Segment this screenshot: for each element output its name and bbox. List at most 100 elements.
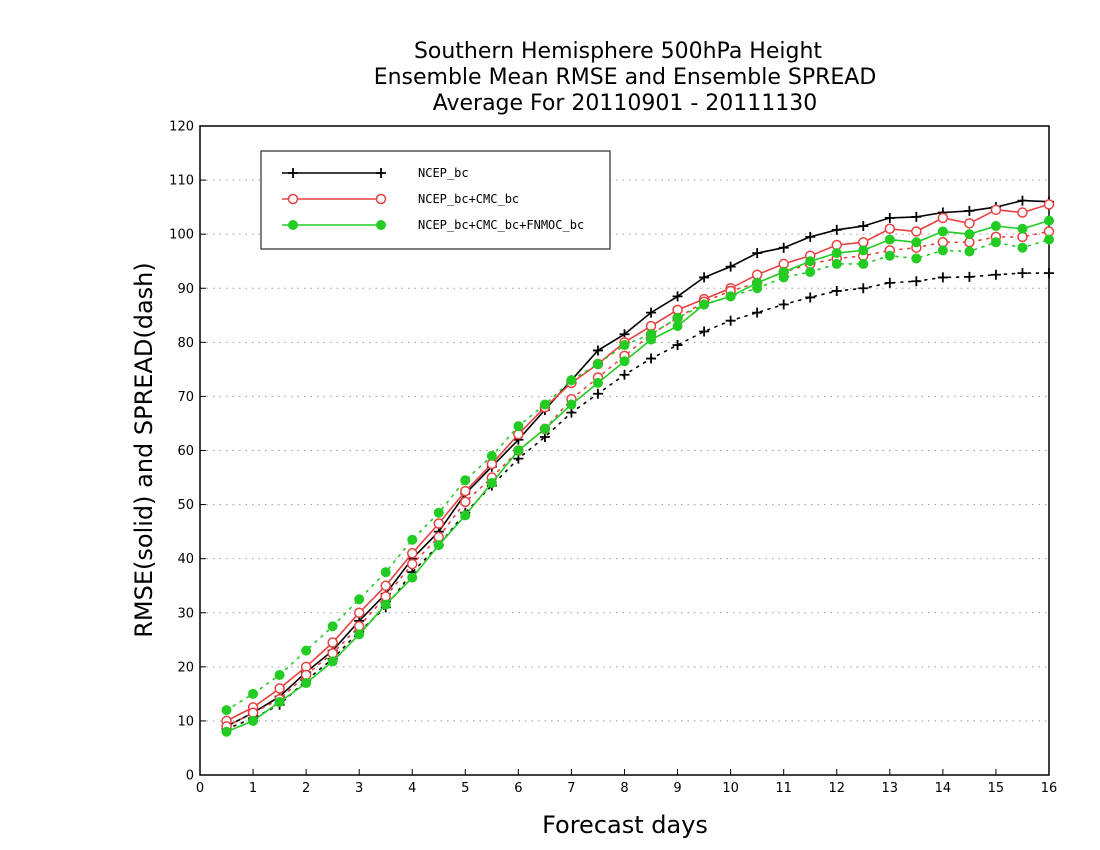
spread-point xyxy=(805,292,816,303)
spread-point xyxy=(407,534,418,545)
rmse-point xyxy=(274,696,285,707)
y-tick-label: 30 xyxy=(177,606,194,621)
spread-point xyxy=(964,246,975,257)
x-tick-label: 11 xyxy=(775,781,792,796)
series-1 xyxy=(221,195,1054,735)
rmse-point xyxy=(937,212,949,224)
spread-point xyxy=(619,340,630,351)
spread-point xyxy=(354,594,365,605)
spread-point xyxy=(301,645,312,656)
legend-marker xyxy=(375,193,387,205)
x-tick-label: 12 xyxy=(828,781,845,796)
y-tick-label: 90 xyxy=(177,282,194,297)
spread-point xyxy=(460,496,471,508)
x-tick-label: 1 xyxy=(249,781,257,796)
spread-point xyxy=(380,567,391,578)
spread-point xyxy=(805,267,816,278)
spread-point xyxy=(699,299,710,310)
rmse-point xyxy=(778,242,789,253)
spread-point xyxy=(592,388,603,399)
spread-point xyxy=(646,329,657,340)
rmse-point xyxy=(990,221,1001,232)
spread-point xyxy=(248,688,259,699)
rmse-point xyxy=(566,399,577,410)
y-tick-label: 100 xyxy=(169,228,194,243)
spread-point xyxy=(858,258,869,269)
y-axis-label: RMSE(solid) and SPREAD(dash) xyxy=(130,262,158,638)
spread-point xyxy=(1017,268,1028,279)
x-tick-label: 2 xyxy=(302,781,310,796)
rmse-point xyxy=(858,221,869,232)
series-2 xyxy=(221,199,1055,732)
spread-point xyxy=(1044,268,1054,279)
rmse-point xyxy=(858,245,869,256)
y-tick-label: 50 xyxy=(177,498,194,513)
rmse-point xyxy=(990,204,1002,216)
spread-point xyxy=(513,421,524,432)
legend-label: NCEP_bc+CMC_bc xyxy=(418,192,519,206)
series-layer xyxy=(221,195,1055,737)
rmse-point xyxy=(831,248,842,259)
x-tick-label: 15 xyxy=(988,781,1005,796)
x-axis-label: Forecast days xyxy=(542,811,708,839)
spread-point xyxy=(274,669,285,680)
rmse-line-series-3 xyxy=(226,219,1050,733)
spread-point xyxy=(592,358,603,369)
rmse-point xyxy=(592,377,603,388)
rmse-point xyxy=(1017,207,1028,218)
rmse-point xyxy=(619,356,630,367)
spread-point xyxy=(752,283,763,294)
x-tick-label: 9 xyxy=(673,781,681,796)
spread-point xyxy=(486,450,497,461)
y-tick-label: 80 xyxy=(177,336,194,351)
legend: NCEP_bc NCEP_bc+CMC_bc NCEP_bc+CMC_bc+FNMO… xyxy=(260,150,611,250)
rmse-point xyxy=(460,485,471,497)
spread-point xyxy=(433,507,444,518)
rmse-point xyxy=(831,224,842,235)
spread-point xyxy=(964,271,975,282)
spread-point xyxy=(990,269,1001,280)
rmse-point xyxy=(964,229,975,240)
spread-point xyxy=(327,621,338,632)
rmse-point xyxy=(221,726,232,737)
spread-point xyxy=(725,291,736,302)
spread-point xyxy=(937,272,948,283)
rmse-point xyxy=(354,629,365,640)
spread-point xyxy=(1044,234,1054,245)
rmse-point xyxy=(513,445,524,456)
rmse-point xyxy=(911,237,922,248)
rmse-point xyxy=(805,256,816,267)
rmse-point xyxy=(964,205,975,216)
rmse-point xyxy=(407,548,418,559)
spread-point xyxy=(884,250,895,261)
legend-box xyxy=(260,150,611,250)
rmse-point xyxy=(805,231,816,242)
legend-label: NCEP_bc+CMC_bc+FNMOC_bc xyxy=(418,218,584,232)
rmse-point xyxy=(327,656,338,667)
legend-marker xyxy=(376,220,386,230)
series-3 xyxy=(221,215,1054,737)
rmse-point xyxy=(884,212,895,223)
x-tick-label: 0 xyxy=(196,781,204,796)
spread-point xyxy=(460,475,471,486)
x-tick-label: 6 xyxy=(514,781,522,796)
x-tick-label: 3 xyxy=(355,781,363,796)
rmse-point xyxy=(460,510,471,521)
rmse-point xyxy=(407,572,418,583)
spread-line-series-1 xyxy=(225,272,1050,730)
spread-point xyxy=(752,307,763,318)
spread-point xyxy=(699,326,710,337)
legend-marker xyxy=(288,220,298,230)
spread-point xyxy=(911,253,922,264)
x-tick-label: 8 xyxy=(620,781,628,796)
rmse-point xyxy=(884,234,895,245)
rmse-point xyxy=(646,307,657,318)
spread-point xyxy=(566,375,577,386)
grid xyxy=(200,179,1049,722)
rmse-point xyxy=(1043,199,1055,210)
spread-point xyxy=(778,299,789,310)
spread-point xyxy=(725,315,736,326)
rmse-point xyxy=(353,607,365,618)
y-tick-label: 60 xyxy=(177,444,194,459)
